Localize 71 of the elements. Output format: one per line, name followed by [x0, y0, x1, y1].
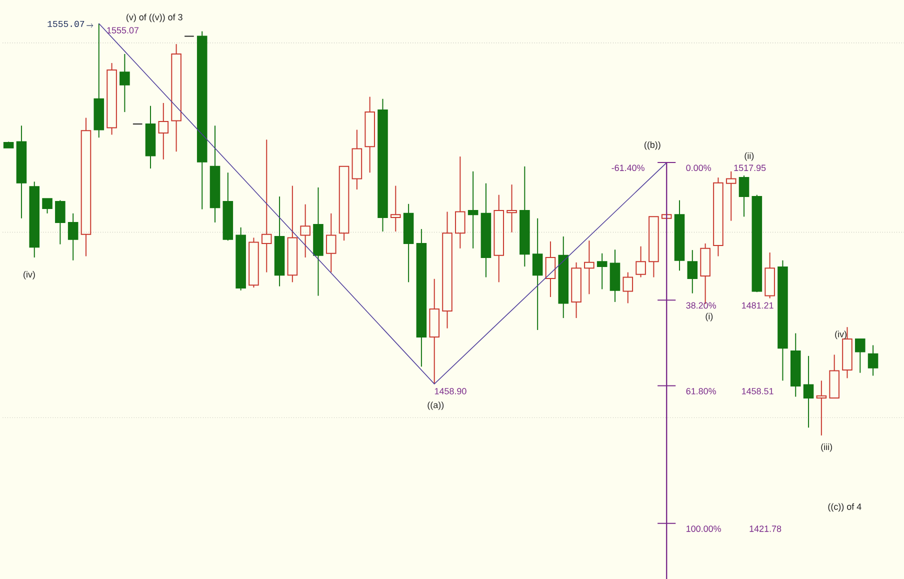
candlestick: [145, 105, 156, 169]
text: (iii): [821, 443, 832, 452]
candlestick: [854, 338, 866, 374]
annotation: 1555.07: [107, 27, 139, 34]
candlestick: [468, 170, 478, 249]
candlestick: [610, 249, 620, 302]
candlestick: [300, 204, 310, 258]
annotation: 1458.90: [434, 388, 466, 394]
candlestick: [480, 182, 492, 278]
candlestick: [390, 185, 401, 232]
annotation: 0.00%: [686, 164, 711, 171]
candlestick: [829, 354, 840, 398]
candlestick: [42, 198, 52, 214]
candlestick: [80, 117, 92, 257]
candlestick: [726, 170, 736, 222]
candlestick: [494, 194, 504, 283]
candlestick: [674, 200, 685, 272]
candlestick: [171, 43, 182, 152]
annotation: 1458.51: [742, 388, 774, 394]
candlestick: [274, 196, 285, 287]
candlestick: [558, 236, 569, 318]
candlestick: [416, 228, 427, 368]
candlestick: [584, 240, 594, 295]
annotation: (iv): [24, 270, 35, 280]
annotation: (i): [706, 312, 713, 322]
candlestick: [313, 186, 324, 296]
annotation: 61.80%: [686, 388, 716, 394]
text: (v) of ((v)) of 3: [126, 14, 182, 22]
annotation: (ii): [744, 152, 754, 161]
candlestick: [520, 166, 530, 267]
candlestick: [506, 184, 517, 233]
candlestick: [120, 53, 130, 112]
candlestick: [790, 332, 801, 398]
text: 100.00%: [686, 525, 721, 532]
candlestick: [778, 260, 788, 382]
candlestick: [106, 62, 117, 136]
annotation: 1481.21: [742, 302, 774, 309]
candlestick: [16, 125, 27, 219]
candlestick: [364, 96, 375, 173]
candlestick: [803, 355, 814, 428]
candlestick: [338, 166, 350, 241]
candlestick: [596, 252, 608, 290]
candlestick: [816, 380, 827, 436]
text: 1421.78: [750, 525, 782, 532]
candlestick: [29, 181, 40, 258]
candlestick: [713, 176, 724, 257]
annotation: -61.40%: [612, 164, 644, 171]
candlestick: [868, 344, 878, 376]
annotation: ((a)): [428, 401, 444, 410]
candlestick: [352, 129, 362, 190]
candlestick: [210, 125, 220, 223]
candlestick: [687, 249, 698, 294]
annotation: (iv): [835, 330, 846, 340]
candlestick: [532, 218, 543, 330]
candlestick: [455, 156, 466, 249]
candlestick: [158, 102, 169, 160]
candlestick: [648, 216, 659, 278]
annotation: 38.20%: [686, 302, 716, 309]
candlestick: [378, 98, 388, 232]
candlestick: [261, 139, 272, 273]
candlestick: [545, 240, 556, 298]
annotation: ((b)): [644, 141, 660, 150]
candlestick: [287, 185, 298, 283]
candlestick: [68, 212, 78, 261]
candlestick: [326, 212, 336, 273]
annotation: 1517.95: [734, 164, 766, 171]
candlestick: [429, 278, 440, 384]
text: ((c)) of 4: [828, 503, 862, 512]
candlestick: [403, 203, 414, 283]
annotation: 1555.07: [48, 20, 84, 27]
candlestick: [442, 211, 452, 329]
